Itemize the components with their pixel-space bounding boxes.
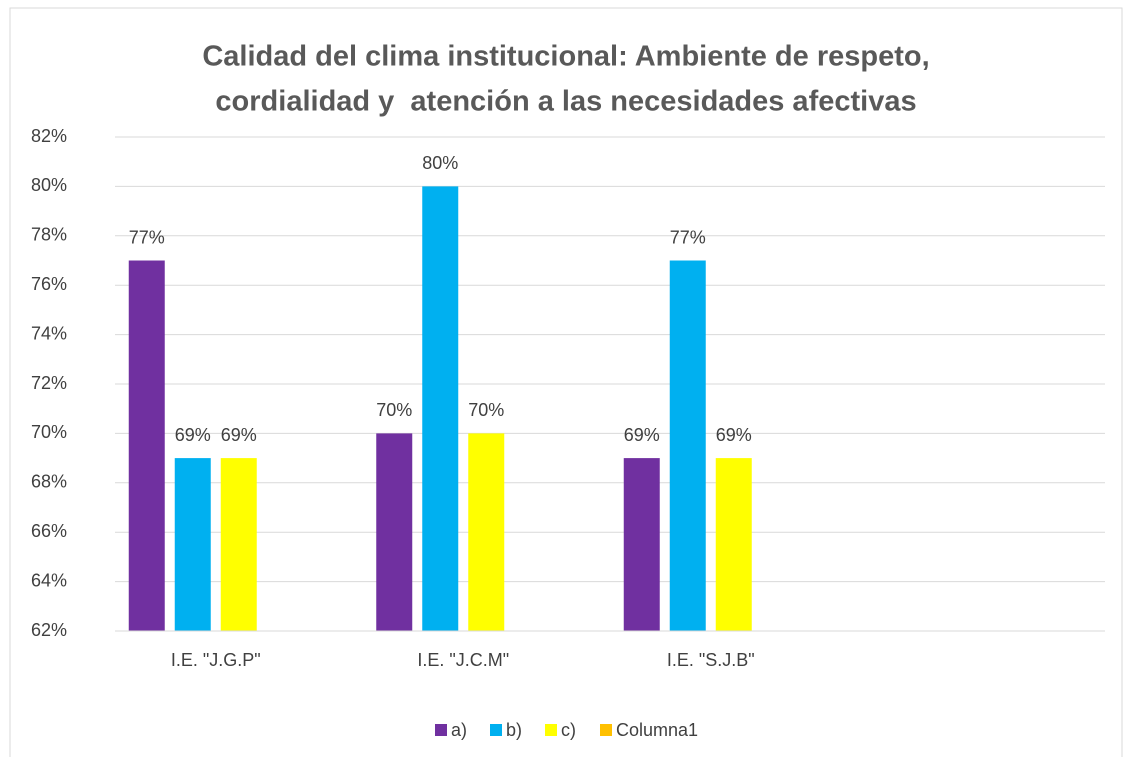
data-label: 77% [129, 227, 165, 247]
legend-label: Columna1 [616, 720, 698, 740]
y-tick-label: 70% [31, 422, 67, 442]
y-tick-label: 76% [31, 274, 67, 294]
bar [715, 458, 752, 631]
bar [468, 433, 505, 631]
data-label: 69% [716, 425, 752, 445]
y-tick-label: 82% [31, 126, 67, 146]
y-tick-label: 66% [31, 521, 67, 541]
legend-label: c) [561, 720, 576, 740]
legend-swatch [600, 724, 612, 736]
y-tick-label: 62% [31, 620, 67, 640]
chart-border [9, 7, 1123, 757]
legend-swatch [545, 724, 557, 736]
x-tick-label: I.E. "J.C.M" [417, 650, 509, 670]
data-label: 69% [624, 425, 660, 445]
bar [422, 186, 459, 631]
data-label: 70% [468, 400, 504, 420]
data-label: 70% [376, 400, 412, 420]
y-tick-label: 68% [31, 472, 67, 492]
data-label: 69% [221, 425, 257, 445]
y-tick-label: 74% [31, 323, 67, 343]
legend-swatch [435, 724, 447, 736]
x-tick-label: I.E. "J.G.P" [171, 650, 261, 670]
y-tick-label: 72% [31, 373, 67, 393]
bar [376, 433, 413, 631]
bar [220, 458, 257, 631]
bar [128, 260, 165, 631]
legend-label: a) [451, 720, 467, 740]
chart-title: Calidad del clima institucional: Ambient… [202, 41, 929, 73]
data-label: 69% [175, 425, 211, 445]
y-tick-label: 78% [31, 225, 67, 245]
chart-title: cordialidad y atención a las necesidades… [215, 86, 916, 118]
bar [623, 458, 660, 631]
bar [669, 260, 706, 631]
bar [174, 458, 211, 631]
x-tick-label: I.E. "S.J.B" [667, 650, 755, 670]
y-tick-label: 64% [31, 570, 67, 590]
legend-label: b) [506, 720, 522, 740]
legend-swatch [490, 724, 502, 736]
data-label: 80% [422, 153, 458, 173]
data-label: 77% [670, 227, 706, 247]
y-tick-label: 80% [31, 175, 67, 195]
